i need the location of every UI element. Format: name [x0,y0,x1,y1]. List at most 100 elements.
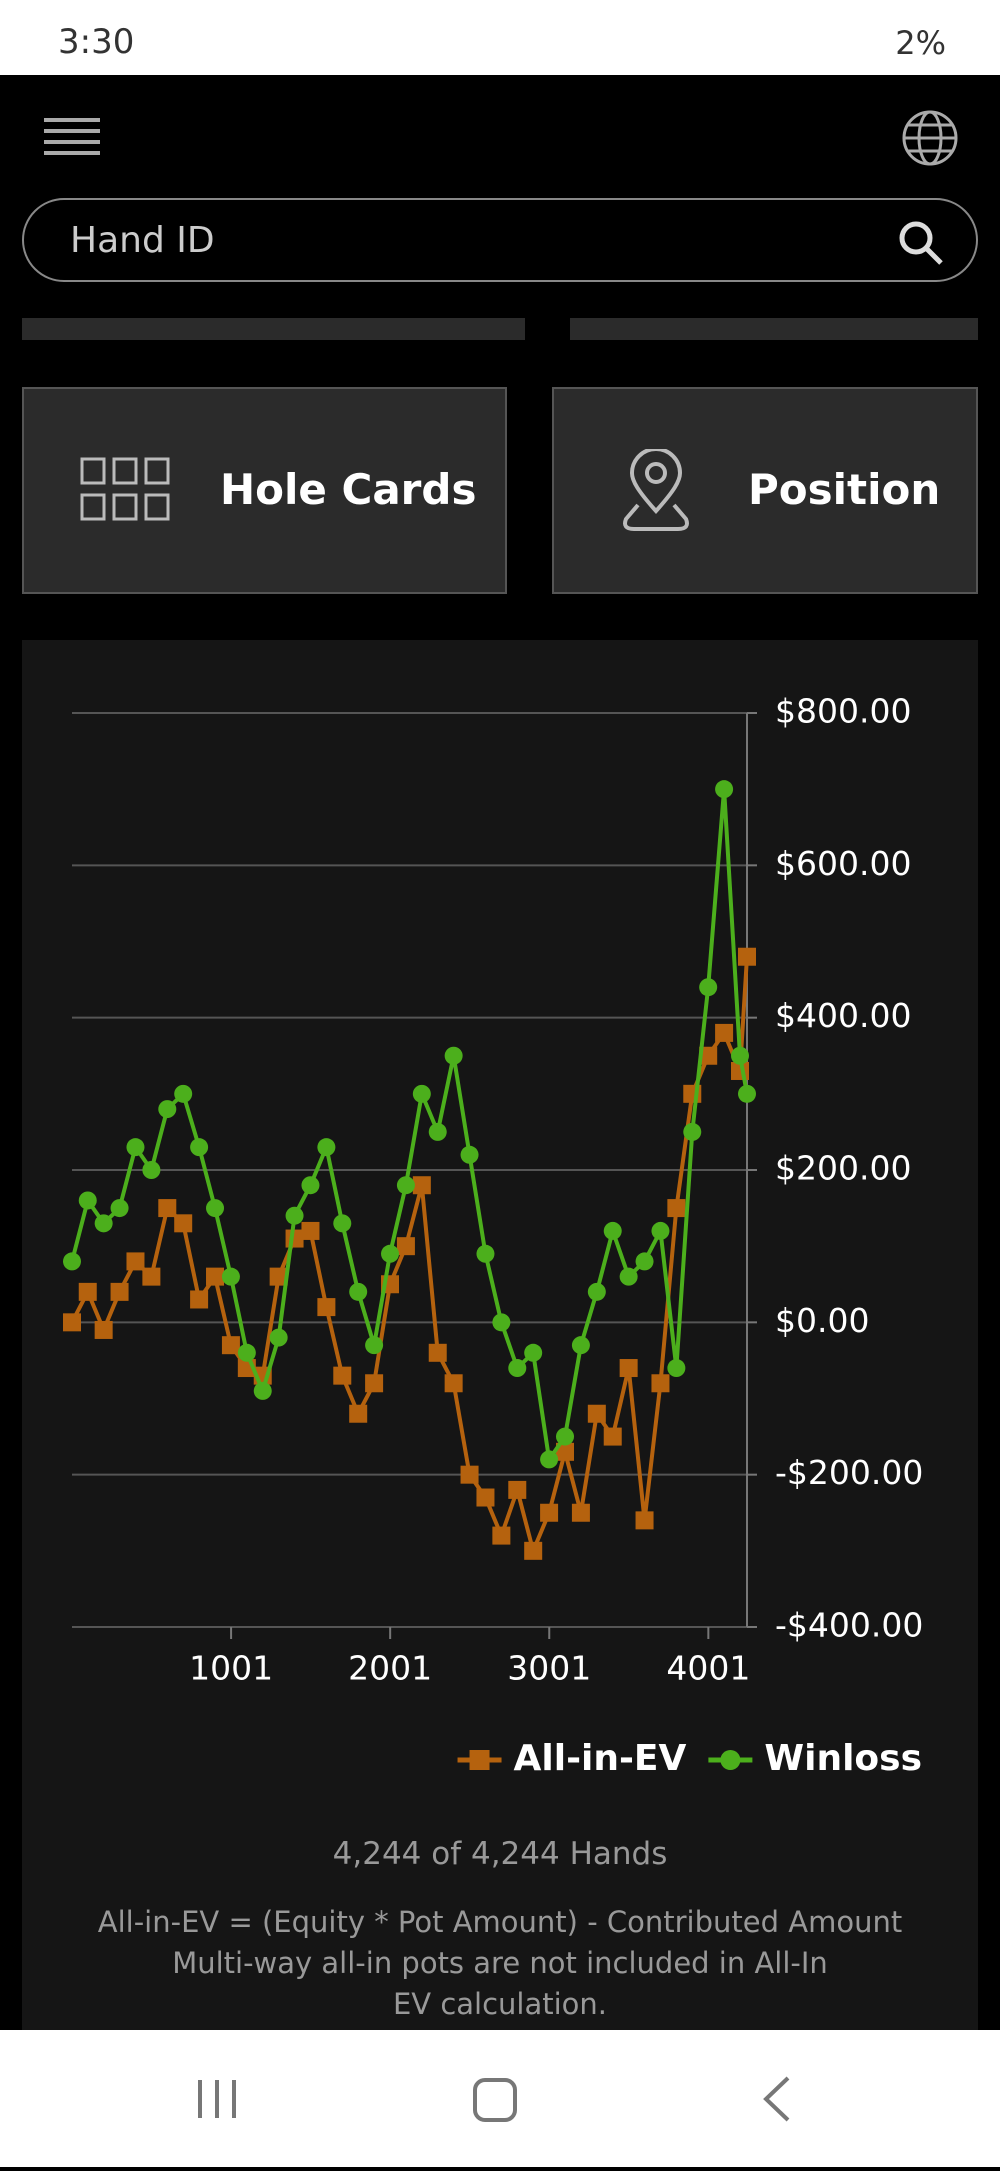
hands-count: 4,244 of 4,244 Hands [332,1836,668,1872]
battery: 2% [895,24,946,62]
hole-cards-button[interactable]: Hole Cards [22,387,507,594]
point [667,1199,686,1218]
point [142,1161,161,1179]
grid-icon [80,457,170,521]
point [492,1313,511,1332]
search-placeholder: Hand ID [70,220,215,261]
point [428,1343,447,1362]
note: All-in-EV = (Equity * Pot Amount) - Cont… [97,1905,903,1939]
point [174,1214,193,1233]
point [556,1427,575,1446]
point [94,1320,113,1339]
point [396,1176,415,1195]
point [667,1359,686,1378]
position-button[interactable]: Position [552,387,978,594]
point [540,1503,559,1522]
legend-label: Winloss [764,1738,922,1779]
point [221,1267,240,1286]
point [174,1084,193,1103]
point [110,1282,129,1301]
point [699,978,718,997]
y-tick-label: $400.00 [775,996,911,1035]
point [460,1145,479,1164]
point [603,1221,622,1240]
point [587,1282,606,1301]
y-tick-label: $0.00 [775,1301,869,1340]
point [301,1176,320,1195]
point [365,1374,384,1393]
point [206,1267,225,1286]
point [476,1488,495,1507]
menu-icon[interactable] [44,116,100,160]
point [206,1199,225,1218]
point [738,947,756,966]
point [158,1199,177,1218]
search-box[interactable]: Hand ID [22,198,978,282]
y-tick-label: $800.00 [775,692,911,731]
point [651,1221,670,1240]
point [731,1046,750,1065]
point [110,1199,129,1218]
point [508,1359,527,1378]
point [349,1404,368,1423]
point [635,1252,654,1271]
x-tick-label: 3001 [507,1649,591,1688]
point [524,1541,543,1560]
point [349,1282,368,1301]
point [237,1343,256,1362]
point [317,1138,336,1157]
point [381,1244,400,1263]
point [603,1427,622,1446]
point [142,1267,161,1286]
point [78,1282,97,1301]
y-tick-label: $200.00 [775,1149,911,1188]
point [699,1046,718,1065]
point [253,1381,272,1400]
point [412,1084,431,1103]
card-stub [570,318,978,340]
card-stub [22,318,525,340]
point [635,1511,654,1530]
point [683,1122,702,1141]
point [94,1214,113,1233]
y-tick-label: $600.00 [775,844,911,883]
point [715,1023,734,1042]
point [190,1138,209,1157]
point [333,1214,352,1233]
y-tick-label: -$200.00 [775,1453,923,1492]
point [571,1336,590,1355]
point [285,1229,304,1248]
point [126,1138,145,1157]
nav-bar [0,2030,1000,2167]
legend-label: All-in-EV [514,1738,687,1779]
legend-marker [720,1750,741,1770]
point [301,1221,320,1240]
point [126,1252,145,1271]
point [63,1313,81,1332]
x-tick-label: 2001 [348,1649,432,1688]
point [460,1465,479,1484]
point [619,1359,638,1378]
point [619,1267,638,1286]
point [587,1404,606,1423]
point [715,780,734,799]
point [524,1343,543,1362]
point [285,1206,304,1225]
point [508,1480,527,1499]
button-label: Hole Cards [220,465,477,514]
point [63,1252,81,1271]
note: Multi-way all-in pots are not included i… [172,1946,828,2021]
point [269,1328,288,1347]
y-tick-label: -$400.00 [775,1606,923,1645]
location-icon [623,449,689,531]
point [738,1084,756,1103]
search-icon[interactable] [898,220,944,266]
point [556,1442,575,1461]
globe-icon[interactable] [900,108,960,168]
point [492,1526,511,1545]
series-line [70,789,749,1465]
point [571,1503,590,1522]
point [444,1374,463,1393]
point [78,1191,97,1210]
